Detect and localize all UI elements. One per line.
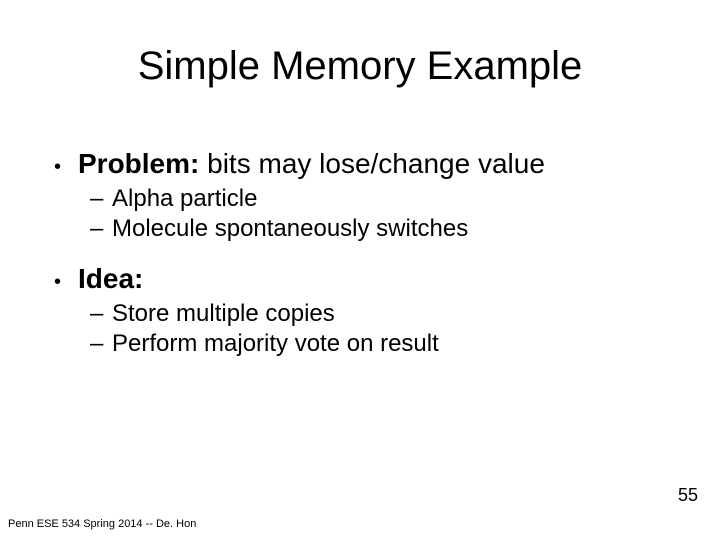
bullet-icon: • [54, 153, 78, 181]
page-number: 55 [678, 485, 698, 506]
bullet-text: Problem: bits may lose/change value [78, 148, 545, 180]
bullet2-text: Alpha particle [112, 185, 257, 213]
spacer [54, 245, 680, 263]
bullet-level1: • Problem: bits may lose/change value [54, 148, 680, 181]
dash-icon: – [90, 330, 112, 358]
slide-body: • Problem: bits may lose/change value – … [54, 148, 680, 360]
bullet2-text: Perform majority vote on result [112, 330, 439, 358]
bullet-rest: bits may lose/change value [199, 148, 545, 179]
bullet-level2: – Store multiple copies [90, 300, 680, 328]
bullet-level2: – Perform majority vote on result [90, 330, 680, 358]
bullet2-text: Molecule spontaneously switches [112, 215, 468, 243]
bullet2-text: Store multiple copies [112, 300, 335, 328]
slide-title: Simple Memory Example [0, 44, 720, 89]
footer-text: Penn ESE 534 Spring 2014 -- De. Hon [8, 518, 196, 530]
bullet-label-bold: Problem: [78, 148, 199, 179]
slide: Simple Memory Example • Problem: bits ma… [0, 0, 720, 540]
dash-icon: – [90, 215, 112, 243]
bullet-text: Idea: [78, 263, 143, 295]
dash-icon: – [90, 185, 112, 213]
dash-icon: – [90, 300, 112, 328]
bullet-level2: – Alpha particle [90, 185, 680, 213]
bullet-icon: • [54, 268, 78, 296]
bullet-level2: – Molecule spontaneously switches [90, 215, 680, 243]
bullet-label-bold: Idea: [78, 263, 143, 294]
bullet-level1: • Idea: [54, 263, 680, 296]
